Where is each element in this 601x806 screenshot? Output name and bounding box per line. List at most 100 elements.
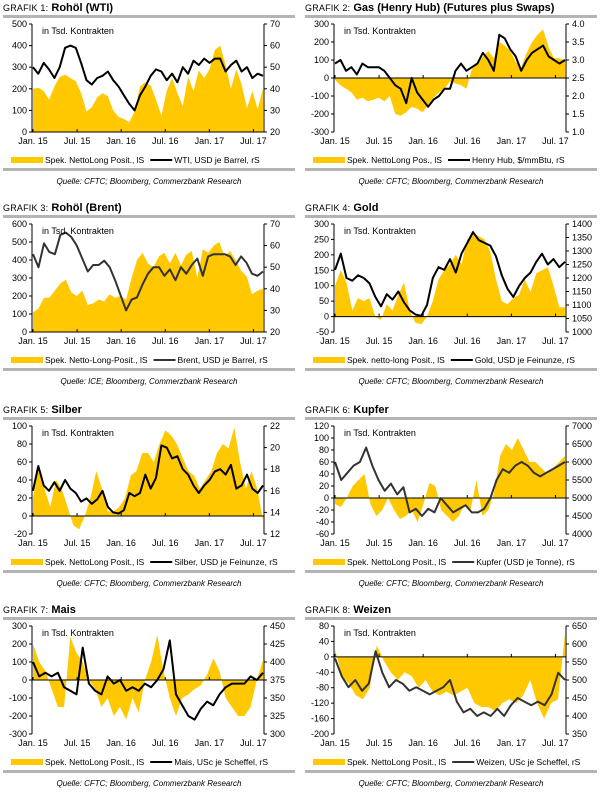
left-tick-label: -100 — [311, 91, 329, 101]
left-tick-label: 0 — [22, 675, 27, 685]
line-series-price — [32, 444, 264, 515]
line-series-price — [334, 33, 566, 108]
left-tick-label: -60 — [316, 529, 329, 539]
chart-panel-8: GRAFIK 8: Weizen -200 -160 -120 -80 -40 0 40 80 3… — [305, 604, 600, 802]
source-note: Quelle: CFTC; Bloomberg, Commerzbank Res… — [358, 579, 544, 588]
area-series-net-long-positions — [33, 427, 263, 530]
right-tick-label: 40 — [270, 284, 280, 294]
left-tick-label: 60 — [319, 457, 329, 467]
x-tick-label: Jul. 16 — [454, 738, 481, 748]
chart-svg: -50 0 50 100 150 200 250 300 1000 1050 1100 1150 120… — [313, 219, 592, 365]
chart-svg: -300 -200 -100 0 100 200 300 300 325 350 375 400 425… — [9, 621, 285, 767]
x-tick-label: Jul. 15 — [366, 136, 393, 146]
right-tick-label: 3.0 — [572, 55, 585, 65]
legend-divider — [3, 368, 295, 371]
x-tick-label: Jul. 16 — [454, 538, 481, 548]
legend-label-area: Spek. NettoLong Posit., lS — [347, 757, 447, 767]
chart-panel-5: GRAFIK 5: Silber -20 0 20 40 60 80 100 12 14 16 18 2… — [3, 404, 298, 602]
unit-annotation: in Tsd. Kontrakten — [42, 26, 114, 36]
right-tick-label: 1150 — [572, 287, 591, 297]
unit-annotation: in Tsd. Kontrakten — [42, 628, 114, 638]
right-tick-label: 400 — [270, 657, 285, 667]
left-tick-label: -200 — [311, 729, 329, 739]
line-series-price — [32, 639, 264, 721]
left-tick-label: -100 — [9, 693, 27, 703]
legend-swatch-area — [11, 759, 43, 765]
x-tick-label: Jan. 16 — [408, 336, 438, 346]
left-tick-label: 100 — [12, 309, 27, 319]
left-tick-label: 0 — [22, 127, 27, 137]
right-tick-label: 5000 — [572, 493, 592, 503]
left-tick-label: -20 — [316, 505, 329, 515]
source-note: Quelle: CFTC; Bloomberg, Commerzbank Res… — [358, 377, 544, 386]
right-tick-label: 1350 — [572, 233, 592, 243]
x-tick-label: Jan. 15 — [320, 136, 350, 146]
area-series-net-long-positions — [335, 633, 565, 719]
x-tick-label: Jul. 16 — [152, 336, 179, 346]
chart-title-text: Kupfer — [353, 404, 389, 416]
right-tick-label: 325 — [270, 711, 285, 721]
left-tick-label: -80 — [316, 683, 329, 693]
x-tick-label: Jan. 17 — [195, 738, 225, 748]
right-tick-label: 20 — [270, 327, 280, 337]
right-tick-label: 1000 — [572, 327, 592, 337]
x-tick-label: Jul. 16 — [152, 538, 179, 548]
left-tick-label: 80 — [319, 621, 329, 631]
right-tick-label: 3.5 — [572, 37, 585, 47]
area-series-net-long-positions — [335, 233, 565, 325]
left-tick-label: 100 — [314, 281, 329, 291]
x-tick-label: Jul. 17 — [542, 136, 569, 146]
chart-title-text: Rohöl (WTI) — [51, 2, 114, 14]
chart-title: GRAFIK 6: Kupfer — [305, 404, 389, 416]
area-series-net-long-positions — [335, 29, 565, 116]
left-tick-label: 300 — [314, 19, 329, 29]
right-tick-label: 70 — [270, 219, 280, 229]
legend-divider — [305, 570, 597, 573]
x-tick-label: Jan. 15 — [18, 738, 48, 748]
right-tick-label: 2.0 — [572, 91, 585, 101]
unit-annotation: in Tsd. Kontrakten — [344, 628, 416, 638]
x-tick-label: Jan. 16 — [106, 136, 136, 146]
legend-label-line: WTI, USD je Barrel, rS — [174, 155, 260, 165]
right-tick-label: 1400 — [572, 219, 592, 229]
left-tick-label: 0 — [22, 327, 27, 337]
source-note: Quelle: CFTC; Bloomberg, Commerzbank Res… — [358, 177, 544, 186]
right-tick-label: 60 — [270, 241, 280, 251]
right-tick-label: 400 — [572, 711, 587, 721]
x-tick-label: Jan. 15 — [320, 738, 350, 748]
x-tick-label: Jan. 16 — [408, 738, 438, 748]
chart-title: GRAFIK 3: Rohöl (Brent) — [3, 202, 122, 214]
chart-svg: -200 -160 -120 -80 -40 0 40 80 350 400 450 500 550 60… — [311, 621, 587, 767]
left-tick-label: 80 — [17, 439, 27, 449]
unit-annotation: in Tsd. Kontrakten — [42, 428, 114, 438]
x-tick-label: Jan. 17 — [497, 136, 527, 146]
right-tick-label: 4500 — [572, 511, 592, 521]
legend-label-area: Spek. NettoLong Pos., lS — [347, 155, 442, 165]
right-tick-label: 450 — [270, 621, 285, 631]
right-tick-label: 1300 — [572, 246, 592, 256]
x-tick-label: Jul. 16 — [454, 136, 481, 146]
right-tick-label: 2.5 — [572, 73, 585, 83]
left-tick-label: -300 — [9, 729, 27, 739]
chart-label-prefix: GRAFIK 8: — [305, 605, 351, 615]
chart-title-text: Weizen — [353, 604, 392, 616]
chart-title-text: Gold — [353, 202, 379, 214]
right-tick-label: 1100 — [572, 300, 591, 310]
left-tick-label: 50 — [319, 296, 329, 306]
legend-label-line: Brent, USD je Barrel, rS — [178, 355, 269, 365]
chart-title-text: Gas (Henry Hub) (Futures plus Swaps) — [353, 2, 555, 14]
right-tick-label: 600 — [572, 639, 587, 649]
x-tick-label: Jan. 17 — [497, 538, 527, 548]
left-tick-label: 0 — [324, 652, 329, 662]
left-tick-label: 100 — [12, 421, 27, 431]
left-tick-label: 100 — [12, 657, 27, 667]
legend-divider — [305, 368, 597, 371]
x-tick-label: Jul. 16 — [152, 136, 179, 146]
legend-divider — [3, 570, 295, 573]
legend-label-line: Henry Hub, $/mmBtu, rS — [472, 155, 565, 165]
legend-swatch-area — [11, 157, 43, 163]
right-tick-label: 550 — [572, 657, 587, 667]
source-note: Quelle: CFTC; Bloomberg, Commerzbank Res… — [56, 779, 242, 788]
legend-label-line: Weizen, USc je Scheffel, rS — [476, 757, 580, 767]
line-series-price — [334, 231, 566, 317]
